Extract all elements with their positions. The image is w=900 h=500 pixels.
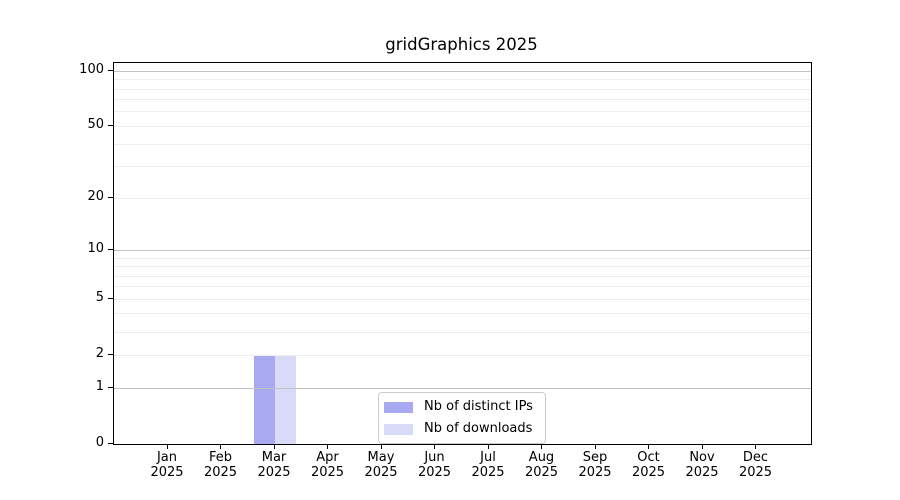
x-tick-mark <box>434 445 435 449</box>
x-tick-mark <box>380 445 382 449</box>
gridline-minor <box>114 257 811 259</box>
gridline-minor <box>114 286 811 288</box>
x-tick-label: Feb 2025 <box>193 450 249 480</box>
gridline-minor <box>114 143 811 145</box>
gridline-minor <box>114 99 811 101</box>
y-tick-label: 1 <box>95 379 104 394</box>
x-tick-year: 2025 <box>685 464 719 480</box>
gridline-minor <box>114 266 811 267</box>
legend-swatch-downloads <box>384 423 413 435</box>
gridline-minor <box>114 331 811 333</box>
x-tick-label: Aug 2025 <box>514 450 570 480</box>
x-tick-mark <box>327 445 328 449</box>
y-tick-mark <box>108 124 113 126</box>
x-tick-label: Mar 2025 <box>246 450 302 480</box>
gridline-minor <box>114 354 811 356</box>
x-tick-label: Oct 2025 <box>621 450 677 480</box>
x-tick-year: 2025 <box>364 464 398 480</box>
y-tick-mark <box>108 248 113 250</box>
x-tick-mark <box>594 445 596 449</box>
x-tick-mark <box>220 445 221 449</box>
x-tick-month: Nov <box>689 450 715 465</box>
x-tick-month: Oct <box>637 450 660 465</box>
x-tick-year: 2025 <box>738 464 773 480</box>
gridline-minor <box>114 197 811 199</box>
legend-label-downloads: Nb of downloads <box>424 421 533 436</box>
gridline-minor <box>114 111 811 113</box>
gridline-minor <box>114 88 811 90</box>
legend-swatch-distinct-ips <box>384 401 413 413</box>
bar-downloads <box>275 355 296 444</box>
x-tick-label: Sep 2025 <box>567 450 623 480</box>
x-tick-mark <box>273 445 275 449</box>
x-tick-label: Apr 2025 <box>300 450 356 480</box>
x-tick-year: 2025 <box>203 464 238 480</box>
x-tick-year: 2025 <box>524 464 559 480</box>
gridline-minor <box>114 79 811 81</box>
chart-title: gridGraphics 2025 <box>385 35 538 54</box>
x-tick-month: Aug <box>528 450 555 465</box>
x-tick-month: Dec <box>742 450 769 465</box>
gridline-minor <box>114 298 811 300</box>
x-tick-year: 2025 <box>310 464 345 480</box>
plot-area <box>113 62 812 445</box>
x-tick-month: Apr <box>316 450 339 465</box>
gridline-minor <box>114 125 811 127</box>
x-tick-month: Sep <box>582 450 608 465</box>
legend-entry-downloads: Nb of downloads <box>384 420 533 438</box>
y-tick-mark <box>108 69 113 71</box>
y-tick-mark <box>108 196 113 198</box>
x-tick-month: May <box>367 450 395 465</box>
y-tick-mark <box>108 353 113 355</box>
y-tick-mark <box>108 442 113 444</box>
x-tick-label: Jun 2025 <box>407 450 463 480</box>
x-tick-year: 2025 <box>257 464 291 480</box>
gridline-minor <box>114 166 811 168</box>
x-tick-year: 2025 <box>150 464 184 480</box>
gridline-major <box>114 387 811 389</box>
x-tick-label: Jul 2025 <box>460 450 516 480</box>
x-tick-mark <box>701 445 703 449</box>
y-tick-label: 20 <box>87 189 104 205</box>
x-tick-label: Nov 2025 <box>674 450 730 480</box>
x-tick-month: Mar <box>261 450 287 465</box>
x-tick-year: 2025 <box>471 464 505 480</box>
y-tick-label: 2 <box>95 346 104 362</box>
x-tick-month: Jul <box>480 450 496 465</box>
legend: Nb of distinct IPs Nb of downloads <box>378 392 546 444</box>
x-tick-label: Dec 2025 <box>728 450 784 480</box>
x-tick-month: Jan <box>156 450 178 465</box>
x-tick-year: 2025 <box>578 464 612 480</box>
x-tick-month: Feb <box>208 450 233 465</box>
x-tick-year: 2025 <box>417 464 452 480</box>
x-tick-mark <box>487 445 489 449</box>
gridline-major <box>114 70 811 72</box>
x-tick-mark <box>648 445 649 449</box>
y-tick-mark <box>108 297 113 299</box>
gridline-minor <box>114 275 811 277</box>
x-tick-mark <box>755 445 756 449</box>
x-tick-year: 2025 <box>631 464 666 480</box>
y-tick-label: 100 <box>79 62 104 78</box>
y-tick-mark <box>108 386 113 388</box>
gridline-major <box>114 249 811 251</box>
x-tick-label: May 2025 <box>353 450 409 480</box>
bar-distinct-ips <box>254 355 275 444</box>
x-tick-mark <box>541 445 542 449</box>
x-tick-month: Jun <box>424 450 445 465</box>
y-tick-label: 5 <box>95 290 104 306</box>
gridline-minor <box>114 313 811 315</box>
legend-label-distinct-ips: Nb of distinct IPs <box>424 399 533 414</box>
legend-entry-distinct-ips: Nb of distinct IPs <box>384 398 533 416</box>
y-tick-label: 10 <box>87 241 104 257</box>
y-tick-label: 0 <box>95 435 104 450</box>
x-tick-mark <box>166 445 168 449</box>
x-tick-label: Jan 2025 <box>139 450 195 480</box>
y-tick-label: 50 <box>87 117 104 133</box>
